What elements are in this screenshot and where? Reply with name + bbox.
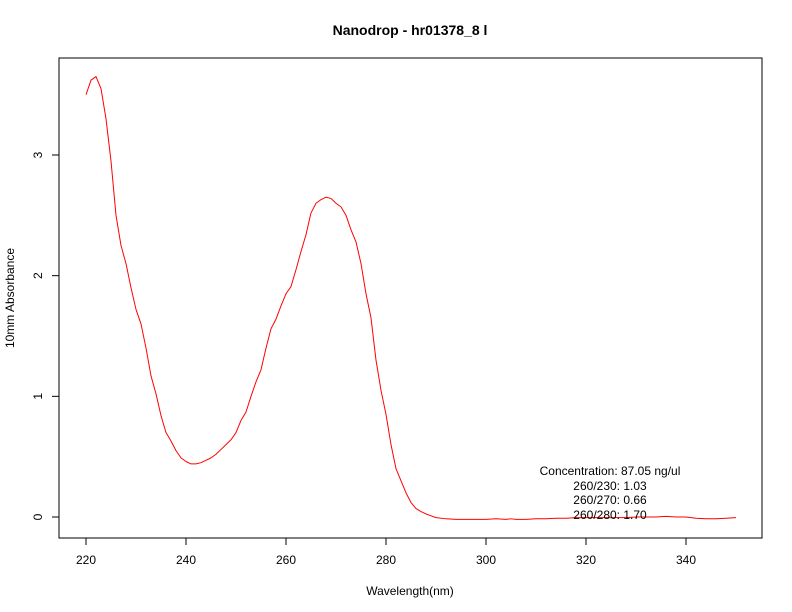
x-tick-label: 280 [376, 553, 396, 567]
annotation-block: Concentration: 87.05 ng/ul 260/230: 1.03… [540, 464, 681, 522]
x-tick-label: 240 [176, 553, 196, 567]
y-tick-label: 2 [31, 272, 45, 279]
series-group [85, 76, 737, 520]
absorbance-series-line [85, 76, 737, 520]
annotation-ratio-260-280: 260/280: 1.70 [573, 508, 647, 522]
y-tick-label: 3 [31, 151, 45, 158]
x-tick-label: 300 [476, 553, 496, 567]
x-tick-label: 220 [76, 553, 96, 567]
annotation-concentration: Concentration: 87.05 ng/ul [540, 464, 681, 478]
annotation-ratio-260-230: 260/230: 1.03 [573, 479, 647, 493]
y-tick-label: 0 [31, 513, 45, 520]
x-tick-label: 340 [676, 553, 696, 567]
x-tick-label: 320 [576, 553, 596, 567]
y-axis: 0 1 2 3 [31, 151, 60, 520]
x-tick-label: 260 [276, 553, 296, 567]
y-tick-label: 1 [31, 393, 45, 400]
chart-title: Nanodrop - hr01378_8 l [333, 22, 488, 38]
y-axis-label: 10mm Absorbance [3, 248, 17, 348]
annotation-ratio-260-270: 260/270: 0.66 [573, 493, 647, 507]
x-axis-label: Wavelength(nm) [366, 584, 454, 598]
x-axis: 220 240 260 280 300 320 340 [76, 537, 696, 567]
